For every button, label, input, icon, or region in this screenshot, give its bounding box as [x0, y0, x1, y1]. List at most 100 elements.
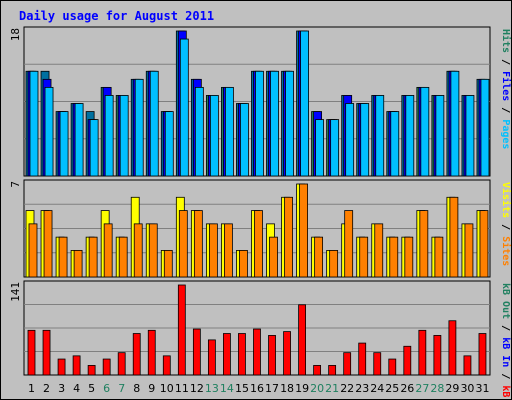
bar-sites-day-14 [224, 223, 233, 278]
y-max-label-3: 141 [9, 282, 22, 302]
legend-entry: Visits [500, 182, 512, 218]
bar-pages-day-30 [465, 95, 475, 177]
bar-sites-day-24 [374, 223, 384, 278]
x-tick-label-11: 11 [175, 382, 189, 395]
bar-sites-day-2 [43, 210, 53, 278]
bar-sites-day-5 [88, 236, 98, 278]
x-tick-label-9: 9 [148, 382, 155, 395]
bar-pages-day-26 [405, 95, 415, 177]
bar-pages-day-15 [240, 103, 249, 177]
bar-pages-day-31 [480, 78, 490, 177]
x-tick-label-6: 6 [103, 382, 110, 395]
x-tick-label-18: 18 [280, 382, 294, 395]
bar-pages-day-9 [149, 70, 159, 177]
bar-sites-day-12 [193, 210, 203, 278]
bar-kb-day-31 [478, 333, 487, 376]
legend-entry: Files [500, 71, 512, 101]
bar-kb-day-30 [463, 355, 472, 376]
bar-kb-day-19 [298, 304, 306, 376]
x-tick-label-1: 1 [28, 382, 35, 395]
bar-sites-day-8 [133, 223, 143, 278]
bar-sites-day-20 [314, 236, 324, 278]
bar-sites-day-26 [404, 236, 414, 278]
x-tick-label-3: 3 [58, 382, 65, 395]
bar-pages-day-2 [44, 86, 54, 177]
bar-pages-day-11 [179, 38, 189, 177]
bar-pages-day-19 [300, 30, 309, 177]
x-tick-label-28: 28 [430, 382, 444, 395]
bar-pages-day-21 [330, 119, 340, 177]
bar-pages-day-3 [59, 111, 69, 177]
x-tick-label-12: 12 [190, 382, 204, 395]
bar-pages-day-29 [450, 70, 460, 177]
bar-pages-day-8 [134, 78, 144, 177]
bar-sites-day-7 [118, 236, 128, 278]
legend-entry: / [500, 53, 511, 71]
bar-kb-day-11 [177, 284, 186, 376]
bar-kb-day-2 [42, 329, 51, 376]
bar-sites-day-30 [464, 223, 474, 278]
x-tick-label-24: 24 [370, 382, 384, 395]
bar-kb-day-20 [313, 365, 322, 376]
bar-pages-day-10 [164, 111, 174, 177]
x-tick-label-30: 30 [460, 382, 474, 395]
series-legend-1: Hits / Files / Pages [500, 29, 512, 149]
x-tick-label-15: 15 [235, 382, 249, 395]
bar-kb-day-24 [373, 352, 382, 376]
bar-pages-day-14 [225, 86, 234, 177]
bar-kb-day-5 [87, 365, 96, 376]
x-tick-label-5: 5 [88, 382, 95, 395]
bar-sites-day-16 [254, 210, 263, 278]
x-tick-label-14: 14 [220, 382, 234, 395]
bar-pages-day-13 [209, 95, 219, 177]
x-tick-label-22: 22 [340, 382, 354, 395]
legend-entry: / [500, 319, 511, 337]
bar-kb-day-7 [117, 352, 126, 376]
bar-sites-day-15 [239, 250, 248, 278]
bar-kb-day-17 [268, 335, 276, 376]
bar-kb-day-1 [27, 329, 36, 376]
x-tick-label-19: 19 [295, 382, 309, 395]
legend-entry: / [500, 101, 511, 119]
bar-sites-day-11 [178, 210, 188, 278]
chart-title: Daily usage for August 2011 [19, 9, 215, 23]
bar-kb-day-23 [358, 342, 367, 376]
bar-sites-day-9 [148, 223, 158, 278]
x-tick-label-23: 23 [355, 382, 369, 395]
x-tick-label-10: 10 [160, 382, 174, 395]
legend-entry: kB In [500, 337, 511, 367]
bar-pages-day-28 [435, 95, 445, 177]
bar-kb-day-12 [192, 328, 201, 376]
bar-pages-day-20 [315, 119, 325, 177]
bar-sites-day-1 [28, 223, 38, 278]
x-tick-label-4: 4 [73, 382, 80, 395]
bar-sites-day-10 [163, 250, 173, 278]
legend-entry: / [500, 367, 511, 385]
x-tick-label-21: 21 [325, 382, 339, 395]
x-tick-label-26: 26 [400, 382, 414, 395]
bar-pages-day-5 [89, 119, 99, 177]
bar-pages-day-12 [194, 86, 204, 177]
bar-kb-day-13 [207, 339, 216, 376]
bar-kb-day-4 [72, 355, 81, 376]
x-tick-label-13: 13 [205, 382, 219, 395]
x-tick-label-8: 8 [133, 382, 140, 395]
legend-entry: Hits [500, 29, 512, 53]
bar-pages-day-7 [119, 95, 129, 177]
bar-kb-day-3 [57, 358, 66, 376]
bar-pages-day-22 [345, 103, 355, 177]
bar-sites-day-17 [269, 236, 278, 278]
bar-sites-day-13 [208, 223, 218, 278]
bar-kb-day-6 [102, 358, 111, 376]
bar-sites-day-4 [73, 250, 83, 278]
bar-kb-day-14 [223, 333, 231, 376]
bar-kb-day-18 [283, 331, 291, 376]
bar-kb-day-26 [403, 345, 412, 376]
bar-pages-day-23 [360, 103, 370, 177]
bar-pages-day-16 [255, 70, 264, 177]
x-tick-label-7: 7 [118, 382, 125, 395]
bar-kb-day-8 [132, 333, 141, 376]
bar-sites-day-27 [419, 210, 429, 278]
bar-sites-day-18 [284, 196, 293, 278]
